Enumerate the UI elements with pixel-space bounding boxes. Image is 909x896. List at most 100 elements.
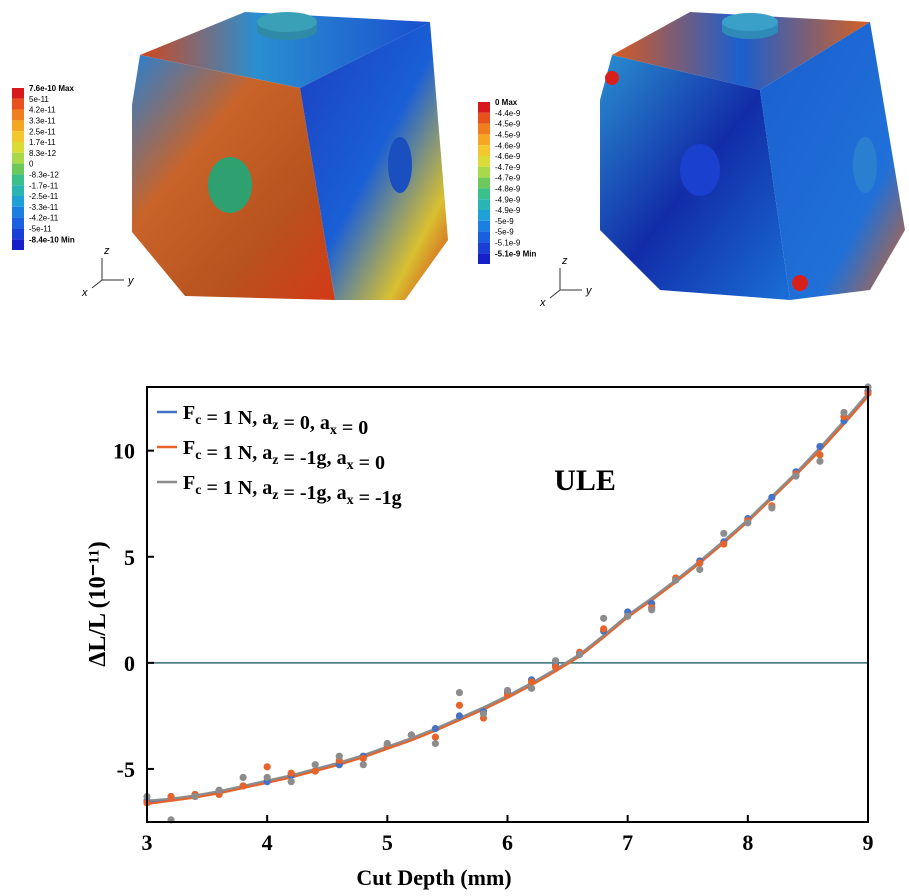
colorbar-label: -4.9e-9	[495, 195, 521, 204]
colorbar-swatch	[12, 207, 24, 218]
triad-axis	[92, 280, 102, 288]
data-point	[720, 540, 727, 547]
triad-label: y	[127, 275, 135, 287]
colorbar-swatch	[12, 164, 24, 175]
x-tick-label: 3	[142, 830, 153, 855]
data-point	[432, 734, 439, 741]
x-tick-label: 9	[863, 830, 874, 855]
triad-label: y	[585, 285, 593, 297]
data-point	[288, 770, 295, 777]
cube-render-1	[132, 12, 448, 300]
triad-label: x	[539, 297, 546, 309]
data-point	[816, 451, 823, 458]
colorbar-label: 2.5e-11	[29, 127, 56, 136]
data-point	[191, 793, 198, 800]
colorbar-label: -4.2e-11	[29, 214, 59, 223]
legend-label: Fc = 1 N, az = -1g, ax = 0	[183, 437, 385, 474]
colorbar-label: 3.3e-11	[29, 117, 56, 126]
colorbar-label: 5e-11	[29, 95, 49, 104]
colorbar-label: -3.3e-11	[29, 203, 59, 212]
y-axis-label: ΔL/L (10⁻¹¹)	[85, 541, 111, 666]
legend-label: Fc = 1 N, az = 0, ax = 0	[183, 402, 368, 439]
colorbar-label: 8.3e-12	[29, 149, 57, 158]
data-point	[768, 494, 775, 501]
colorbar-swatch	[12, 228, 24, 239]
triad-label: z	[103, 245, 110, 257]
cube-render-2	[600, 12, 905, 300]
data-point	[240, 774, 247, 781]
colorbar-swatch	[478, 253, 490, 264]
legend-label: Fc = 1 N, az = -1g, ax = -1g	[183, 472, 402, 509]
data-point	[528, 678, 535, 685]
data-point	[744, 519, 751, 526]
colorbar-swatch	[12, 131, 24, 142]
data-point	[768, 504, 775, 511]
data-point	[792, 473, 799, 480]
triad-label: z	[561, 255, 568, 267]
data-point	[696, 566, 703, 573]
colorbar-swatch	[478, 145, 490, 156]
colorbar-swatch	[478, 113, 490, 124]
data-point	[624, 613, 631, 620]
data-point	[720, 530, 727, 537]
colorbar-label: -4.4e-9	[495, 109, 521, 118]
data-point	[600, 615, 607, 622]
data-point	[312, 767, 319, 774]
data-point	[167, 793, 174, 800]
colorbar-swatch	[478, 156, 490, 167]
colorbar-label: -4.7e-9	[495, 163, 521, 172]
y-tick-label: 5	[124, 545, 135, 570]
colorbar-label: 0 Max	[495, 98, 518, 107]
data-point	[408, 731, 415, 738]
data-point	[840, 409, 847, 416]
data-point	[456, 702, 463, 709]
colorbar-swatch	[12, 99, 24, 110]
colorbar-label: -4.8e-9	[495, 185, 521, 194]
colorbar-label: 4.2e-11	[29, 106, 56, 115]
colorbar-label: -5.1e-9	[495, 239, 521, 248]
colorbar-swatch	[12, 120, 24, 131]
colorbar-label: 7.6e-10 Max	[29, 84, 74, 93]
data-point	[360, 761, 367, 768]
colorbar-swatch	[12, 196, 24, 207]
x-tick-label: 8	[742, 830, 753, 855]
y-tick-label: 0	[124, 651, 135, 676]
colorbar-swatch	[478, 242, 490, 253]
data-point	[384, 740, 391, 747]
data-point	[528, 685, 535, 692]
colorbar-swatch	[12, 185, 24, 196]
data-point	[240, 782, 247, 789]
colorbar-label: -4.5e-9	[495, 120, 521, 129]
colorbar-label: -5.1e-9 Min	[495, 249, 536, 258]
data-point	[816, 458, 823, 465]
data-point	[264, 774, 271, 781]
y-tick-label: 10	[113, 439, 135, 464]
data-point	[432, 740, 439, 747]
colorbar-swatch	[478, 134, 490, 145]
data-point	[552, 657, 559, 664]
data-point	[432, 725, 439, 732]
triad-label: x	[81, 287, 88, 299]
axis-triad	[550, 268, 582, 298]
x-tick-label: 7	[622, 830, 633, 855]
colorbar-swatch	[478, 232, 490, 243]
colorbar-label: -4.6e-9	[495, 152, 521, 161]
colorbar-label: -4.5e-9	[495, 131, 521, 140]
colorbar-label: -1.7e-11	[29, 181, 59, 190]
axis-triad	[92, 258, 124, 288]
colorbar-label: -4.6e-9	[495, 141, 521, 150]
colorbar-label: -4.9e-9	[495, 206, 521, 215]
colorbar-label: -5e-9	[495, 217, 514, 226]
triad-axis	[550, 290, 560, 298]
data-point	[480, 710, 487, 717]
y-tick-label: -5	[117, 757, 135, 782]
x-tick-label: 5	[382, 830, 393, 855]
data-point	[288, 778, 295, 785]
data-point	[312, 761, 319, 768]
colorbar-swatch	[478, 188, 490, 199]
data-point	[816, 443, 823, 450]
data-point	[576, 651, 583, 658]
colorbar-swatch	[478, 102, 490, 113]
colorbar-swatch	[12, 110, 24, 121]
colorbar-swatch	[12, 174, 24, 185]
